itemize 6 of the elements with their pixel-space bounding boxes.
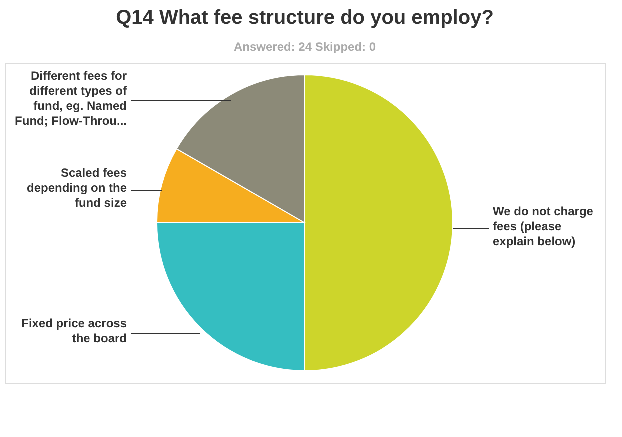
slice-label: We do not charge fees (please explain below) <box>493 204 594 248</box>
chart-title: Q14 What fee structure do you employ? <box>116 7 494 29</box>
slice-label: Different fees for different types of fund, eg. Named Fund; Flow-Throu... <box>15 68 128 128</box>
slice-label: Fixed price across the board <box>22 316 128 346</box>
slice-label: Scaled fees depending on the fund size <box>27 166 128 210</box>
chart-subtitle: Answered: 24 Skipped: 0 <box>234 40 376 54</box>
